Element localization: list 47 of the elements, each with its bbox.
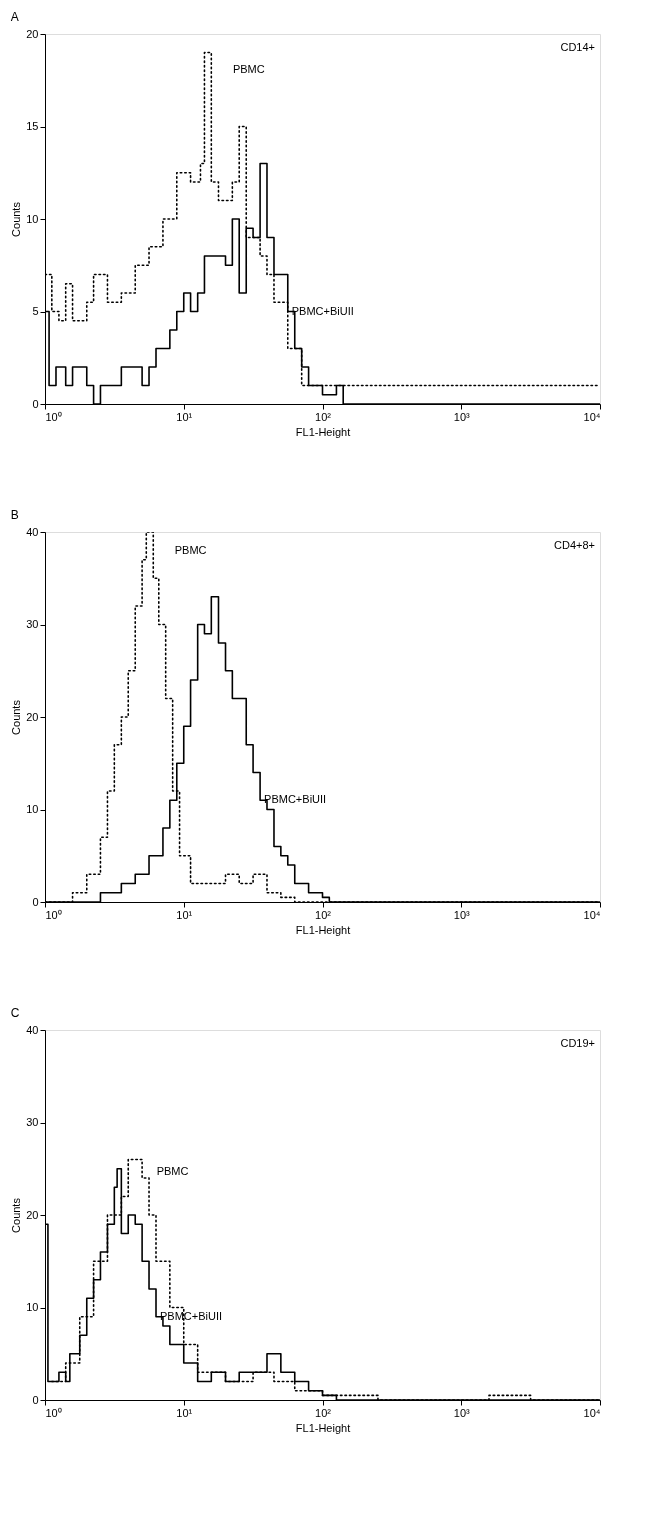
x-tick-label: 10² — [315, 908, 332, 921]
x-tick-label: 10⁰ — [45, 1406, 62, 1419]
y-tick-label: 0 — [32, 895, 39, 908]
x-tick-label: 10⁰ — [45, 908, 62, 921]
y-tick-label: 40 — [26, 525, 39, 538]
y-tick-label: 30 — [26, 1116, 39, 1128]
x-tick-label: 10² — [315, 410, 332, 423]
annotation: CD19+ — [560, 1037, 595, 1049]
y-tick-label: 0 — [32, 397, 39, 410]
y-tick-label: 0 — [32, 1393, 39, 1406]
series-label: PBMC — [232, 63, 265, 76]
y-tick-label: 10 — [26, 212, 39, 225]
x-tick-label: 10² — [315, 1406, 332, 1419]
x-tick-label: 10³ — [453, 1406, 471, 1419]
x-tick-label: 10⁴ — [583, 1406, 601, 1419]
y-axis-title: Counts — [10, 699, 23, 735]
y-axis-title: Counts — [10, 1197, 23, 1233]
y-tick-label: 15 — [26, 120, 39, 132]
annotation: CD14+ — [560, 41, 595, 53]
x-tick-label: 10⁴ — [583, 908, 601, 921]
series-label: PBMC+BiUII — [264, 793, 327, 806]
x-tick-label: 10³ — [453, 410, 471, 423]
y-tick-label: 10 — [26, 1301, 39, 1313]
x-tick-label: 10¹ — [176, 410, 193, 423]
y-tick-label: 5 — [32, 305, 39, 317]
y-tick-label: 20 — [26, 710, 39, 723]
chart-title: A — [10, 10, 19, 24]
x-axis-title: FL1-Height — [295, 923, 351, 936]
chart-title: C — [10, 1006, 20, 1020]
series-label: PBMC — [156, 1164, 189, 1177]
series-label: PBMC+BiUII — [291, 304, 354, 317]
x-axis-title: FL1-Height — [295, 1421, 351, 1434]
x-tick-label: 10¹ — [176, 1406, 193, 1419]
y-axis-title: Counts — [10, 201, 23, 237]
y-tick-label: 30 — [26, 618, 39, 630]
x-axis-title: FL1-Height — [295, 425, 351, 438]
y-tick-label: 20 — [26, 27, 39, 40]
x-tick-label: 10⁴ — [583, 410, 601, 423]
x-tick-label: 10¹ — [176, 908, 193, 921]
y-tick-label: 20 — [26, 1208, 39, 1221]
annotation: CD4+8+ — [554, 539, 595, 551]
series-label: PBMC — [174, 543, 207, 556]
x-tick-label: 10⁰ — [45, 410, 62, 423]
y-tick-label: 40 — [26, 1023, 39, 1036]
x-tick-label: 10³ — [453, 908, 471, 921]
chart-title: B — [10, 508, 19, 522]
y-tick-label: 10 — [26, 803, 39, 815]
